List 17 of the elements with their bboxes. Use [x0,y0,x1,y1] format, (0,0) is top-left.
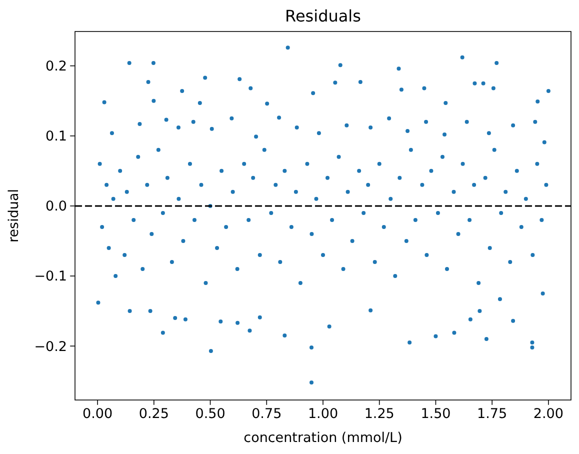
y-tick-label: 0.2 [46,58,67,75]
y-tick-label: −0.2 [34,338,67,355]
x-tick-label: 0.25 [138,406,169,422]
x-tick-label: 1.00 [308,406,338,422]
y-tick-label: 0.1 [46,128,67,145]
x-tick-label: 1.25 [364,406,394,422]
x-tick-label: 0.50 [195,406,226,422]
x-tick-label: 0.75 [252,406,282,422]
x-tick-label: 0.00 [82,406,113,422]
chart-title: Residuals [285,6,361,26]
y-axis-title: residual [6,189,22,242]
x-tick-label: 2.00 [533,406,564,422]
y-tick-label: 0.0 [46,198,67,215]
x-tick-label: 1.75 [477,406,508,422]
y-tick-label: −0.1 [34,268,67,285]
x-tick-label: 1.50 [420,406,451,422]
x-axis-title: concentration (mmol/L) [244,430,402,446]
